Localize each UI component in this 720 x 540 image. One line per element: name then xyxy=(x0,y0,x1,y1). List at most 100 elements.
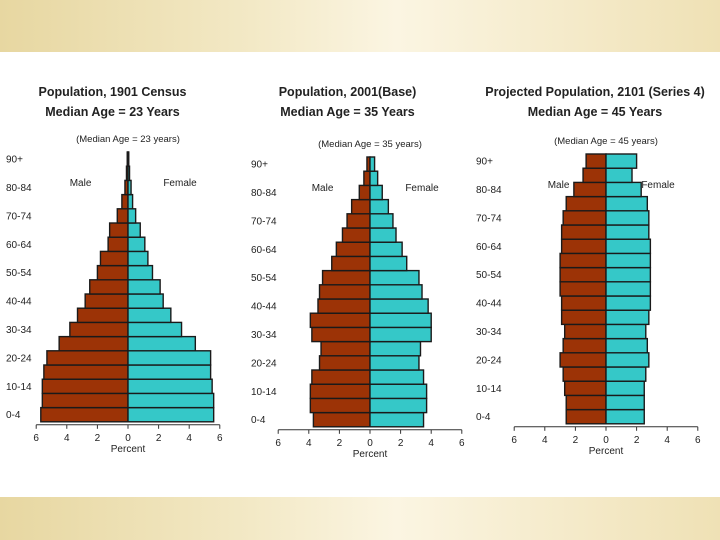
female-bar-10-14 xyxy=(369,383,428,400)
male-bar-0-4 xyxy=(312,411,371,428)
x-tick-label: 4 xyxy=(428,438,434,449)
female-bar-45-49 xyxy=(127,279,161,295)
female-bar-30-34 xyxy=(127,321,183,338)
age-label-20-24: 20-24 xyxy=(251,358,277,369)
male-bar-35-39 xyxy=(76,307,129,324)
age-label-90+: 90+ xyxy=(6,155,23,166)
x-tick-label: 2 xyxy=(95,433,101,444)
male-bar-45-49 xyxy=(318,284,371,300)
age-label-20-24: 20-24 xyxy=(6,353,32,364)
x-tick-label: 4 xyxy=(186,433,192,444)
x-tick-label: 0 xyxy=(367,438,373,449)
male-bar-75-79 xyxy=(121,193,129,210)
age-label-30-34: 30-34 xyxy=(476,327,502,338)
male-bar-25-29 xyxy=(320,340,371,357)
male-bar-25-29 xyxy=(562,337,607,354)
female-bar-70-74 xyxy=(369,213,394,229)
x-tick-label: 6 xyxy=(217,433,223,444)
female-bar-60-64 xyxy=(605,238,652,255)
female-bar-90+ xyxy=(369,156,376,172)
male-bar-30-34 xyxy=(311,326,371,343)
female-bar-70-74 xyxy=(605,210,650,226)
pyramid-chart-1901: (Median Age = 23 years) Male Female 0-4 10-1… xyxy=(6,134,223,455)
male-bar-35-39 xyxy=(560,309,607,326)
male-bar-60-64 xyxy=(335,241,371,258)
male-label: Male xyxy=(70,178,92,189)
age-label-90+: 90+ xyxy=(251,160,268,171)
age-label-10-14: 10-14 xyxy=(476,384,502,395)
male-bar-20-24 xyxy=(46,350,129,366)
female-bar-60-64 xyxy=(369,241,403,258)
age-label-0-4: 0-4 xyxy=(476,412,491,423)
female-bar-5-9 xyxy=(605,394,645,411)
slide-content: Population, 1901 Census Median Age = 23 … xyxy=(0,52,720,497)
male-bar-30-34 xyxy=(563,323,607,340)
chart-title: Population, 2001(Base) xyxy=(278,85,417,99)
median-age-annotation: (Median Age = 45 years) xyxy=(554,136,658,147)
age-label-50-54: 50-54 xyxy=(6,268,32,279)
male-bar-50-54 xyxy=(321,269,371,286)
age-label-60-64: 60-64 xyxy=(476,242,502,253)
female-bar-40-44 xyxy=(127,293,164,309)
female-bar-80-84 xyxy=(369,184,383,201)
female-bar-55-59 xyxy=(605,252,652,269)
female-bar-0-4 xyxy=(605,408,645,425)
male-bar-50-54 xyxy=(559,266,607,283)
female-bar-5-9 xyxy=(369,397,428,414)
female-bar-0-4 xyxy=(127,406,215,423)
male-bar-15-19 xyxy=(43,364,129,380)
chart-panel-2101: Projected Population, 2101 (Series 4) Me… xyxy=(470,52,720,497)
age-label-80-84: 80-84 xyxy=(476,185,502,196)
female-bar-60-64 xyxy=(127,236,146,253)
age-label-60-64: 60-64 xyxy=(6,240,32,251)
age-label-60-64: 60-64 xyxy=(251,245,277,256)
male-label: Male xyxy=(312,183,334,194)
male-bar-15-19 xyxy=(311,369,371,385)
male-bar-55-59 xyxy=(559,252,607,269)
male-bar-75-79 xyxy=(565,195,607,212)
pyramid-chart-2101: (Median Age = 45 years) Male Female 0-4 10-1… xyxy=(476,136,701,457)
male-bar-65-69 xyxy=(108,222,129,238)
female-bar-80-84 xyxy=(605,181,642,198)
age-label-30-34: 30-34 xyxy=(251,330,277,341)
age-label-40-44: 40-44 xyxy=(6,297,32,308)
female-bar-85-89 xyxy=(127,165,131,182)
x-tick-label: 6 xyxy=(275,438,281,449)
x-tick-label: 2 xyxy=(337,438,343,449)
male-bar-55-59 xyxy=(331,255,371,272)
x-tick-label: 6 xyxy=(33,433,39,444)
female-bar-75-79 xyxy=(369,198,390,215)
male-bar-10-14 xyxy=(41,378,129,395)
male-bar-20-24 xyxy=(318,355,371,371)
age-label-10-14: 10-14 xyxy=(6,382,32,393)
female-bar-45-49 xyxy=(605,281,652,297)
female-bar-50-54 xyxy=(369,269,420,286)
male-bar-35-39 xyxy=(309,312,371,329)
male-bar-30-34 xyxy=(69,321,129,338)
chart-title: Population, 1901 Census xyxy=(38,85,187,99)
chart-subtitle: Median Age = 45 Years xyxy=(527,105,663,119)
age-label-70-74: 70-74 xyxy=(251,216,277,227)
female-bar-0-4 xyxy=(369,411,425,428)
male-bar-80-84 xyxy=(573,181,607,198)
male-bar-85-89 xyxy=(582,167,607,184)
male-bar-70-74 xyxy=(346,213,371,229)
female-bar-50-54 xyxy=(127,264,154,281)
male-bar-45-49 xyxy=(89,279,129,295)
female-bar-30-34 xyxy=(605,323,647,340)
male-bar-75-79 xyxy=(350,198,371,215)
male-bar-5-9 xyxy=(309,397,371,414)
female-bar-15-19 xyxy=(369,369,425,385)
female-bar-65-69 xyxy=(127,222,141,238)
female-bar-25-29 xyxy=(605,337,649,354)
female-bar-75-79 xyxy=(605,195,649,212)
x-axis-label: Percent xyxy=(353,449,388,460)
age-label-0-4: 0-4 xyxy=(6,410,21,421)
age-label-80-84: 80-84 xyxy=(251,188,277,199)
female-bar-85-89 xyxy=(605,167,633,184)
female-bar-30-34 xyxy=(369,326,432,343)
age-label-70-74: 70-74 xyxy=(476,213,502,224)
female-label: Female xyxy=(405,183,439,194)
female-bar-65-69 xyxy=(369,227,397,243)
chart-panel-2001: Population, 2001(Base) Median Age = 35 Y… xyxy=(245,52,470,497)
